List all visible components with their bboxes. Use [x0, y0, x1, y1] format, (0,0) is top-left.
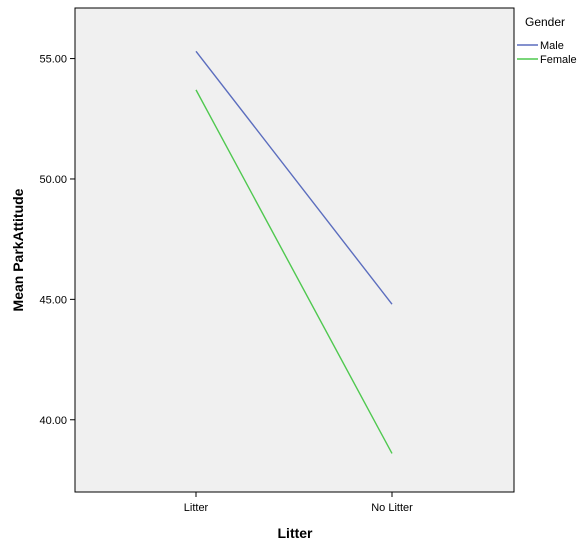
legend-items: Male Female — [517, 40, 577, 66]
series-line-male — [195, 50, 393, 305]
y-tick-label: 45.00 — [39, 294, 67, 306]
y-axis-title: Mean ParkAttitude — [10, 188, 26, 311]
x-axis: Litter No Litter — [184, 492, 413, 514]
x-tick-label: No Litter — [371, 502, 413, 514]
legend-label-female: Female — [540, 54, 577, 66]
series-layer — [195, 50, 393, 454]
x-axis-title: Litter — [278, 525, 314, 541]
y-tick-label: 50.00 — [39, 174, 67, 186]
y-axis: 40.00 45.00 50.00 55.00 — [39, 54, 75, 427]
y-tick-label: 40.00 — [39, 415, 67, 427]
y-tick-label: 55.00 — [39, 54, 67, 66]
legend-label-male: Male — [540, 40, 564, 52]
legend: Gender Male Female — [517, 15, 577, 66]
series-line-female — [195, 89, 393, 454]
x-tick-label: Litter — [184, 502, 209, 514]
plot-area — [74, 7, 515, 493]
legend-title: Gender — [525, 15, 565, 29]
